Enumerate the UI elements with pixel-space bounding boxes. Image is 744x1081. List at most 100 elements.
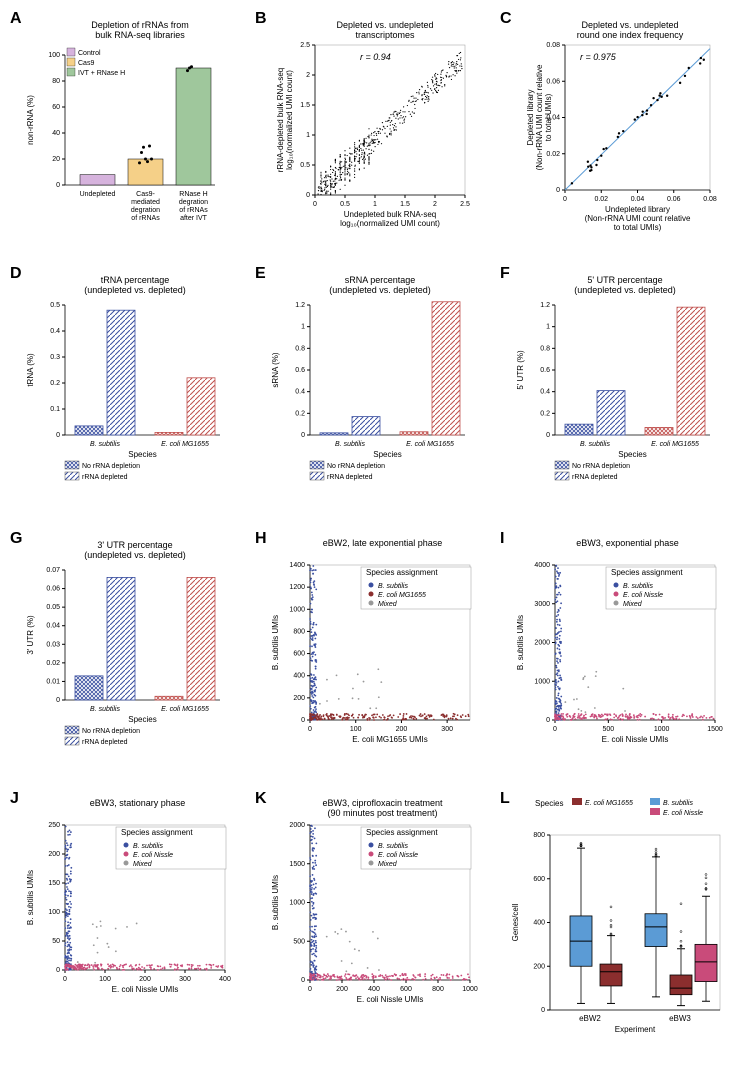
svg-text:E. coli MG1655: E. coli MG1655 <box>585 800 633 807</box>
svg-text:No rRNA depletion: No rRNA depletion <box>82 728 140 735</box>
svg-text:Cas9: Cas9 <box>78 60 94 67</box>
svg-text:1200: 1200 <box>289 584 305 591</box>
svg-text:100: 100 <box>48 909 60 916</box>
svg-text:0: 0 <box>313 201 317 208</box>
svg-text:Species assignment: Species assignment <box>366 568 438 577</box>
svg-text:0: 0 <box>563 196 567 203</box>
svg-text:3' UTR percentage(undepleted v: 3' UTR percentage(undepleted vs. deplete… <box>84 540 186 560</box>
svg-text:0.8: 0.8 <box>540 345 550 352</box>
svg-text:0: 0 <box>301 977 305 984</box>
svg-text:1: 1 <box>373 201 377 208</box>
svg-text:rRNA depleted: rRNA depleted <box>82 739 128 746</box>
svg-text:E. coli MG1655: E. coli MG1655 <box>378 592 426 599</box>
svg-text:1000: 1000 <box>654 726 670 733</box>
svg-text:Mixed: Mixed <box>378 861 398 868</box>
svg-text:0: 0 <box>308 726 312 733</box>
svg-text:B. subtilis UMIs: B. subtilis UMIs <box>26 870 35 925</box>
svg-text:tRNA percentage(undepleted vs.: tRNA percentage(undepleted vs. depleted) <box>84 275 186 295</box>
svg-text:0.02: 0.02 <box>46 660 60 667</box>
svg-text:100: 100 <box>48 52 60 59</box>
svg-text:250: 250 <box>48 822 60 829</box>
svg-text:1.5: 1.5 <box>400 201 410 208</box>
svg-text:Species: Species <box>128 715 156 724</box>
svg-text:E. coli MG1655: E. coli MG1655 <box>161 441 209 448</box>
svg-text:eBW2: eBW2 <box>579 1014 601 1023</box>
svg-text:400: 400 <box>368 986 380 993</box>
svg-text:Depletion of rRNAs frombulk RN: Depletion of rRNAs frombulk RNA-seq libr… <box>91 20 189 40</box>
panel-label-B: B <box>255 10 267 28</box>
svg-text:Mixed: Mixed <box>378 601 398 608</box>
svg-text:500: 500 <box>293 938 305 945</box>
svg-text:Control: Control <box>78 50 101 57</box>
svg-text:0.5: 0.5 <box>300 162 310 169</box>
svg-text:RNase Hdegrationof rRNAsafter: RNase Hdegrationof rRNAsafter IVT <box>179 191 208 222</box>
svg-text:Undepleted bulk RNA-seqlog₁₀(n: Undepleted bulk RNA-seqlog₁₀(normalized … <box>340 210 440 228</box>
svg-text:200: 200 <box>139 976 151 983</box>
svg-text:E. coli MG1655: E. coli MG1655 <box>651 441 699 448</box>
svg-text:0: 0 <box>56 432 60 439</box>
svg-text:0: 0 <box>541 1007 545 1014</box>
svg-text:0.2: 0.2 <box>295 410 305 417</box>
svg-text:sRNA (%): sRNA (%) <box>271 352 280 387</box>
svg-text:4000: 4000 <box>534 562 550 569</box>
panel-label-J: J <box>10 790 19 808</box>
svg-text:E. coli Nissle UMIs: E. coli Nissle UMIs <box>357 995 424 1004</box>
svg-text:Undepleted library(Non-rRNA UM: Undepleted library(Non-rRNA UMI count re… <box>585 205 691 232</box>
svg-text:2.5: 2.5 <box>300 42 310 49</box>
svg-text:eBW3, exponential phase: eBW3, exponential phase <box>576 538 679 548</box>
svg-text:B. subtilis: B. subtilis <box>90 706 120 713</box>
svg-text:0: 0 <box>553 726 557 733</box>
svg-text:IVT + RNase H: IVT + RNase H <box>78 70 125 77</box>
svg-text:No rRNA depletion: No rRNA depletion <box>327 463 385 470</box>
svg-text:0.08: 0.08 <box>546 42 560 49</box>
svg-text:100: 100 <box>99 976 111 983</box>
svg-text:Undepleted: Undepleted <box>80 191 116 198</box>
panel-label-L: L <box>500 790 510 808</box>
svg-text:1500: 1500 <box>289 861 305 868</box>
svg-text:40: 40 <box>52 130 60 137</box>
svg-text:80: 80 <box>52 78 60 85</box>
svg-text:B. subtilis: B. subtilis <box>335 441 365 448</box>
svg-text:0.07: 0.07 <box>46 567 60 574</box>
svg-text:2000: 2000 <box>534 640 550 647</box>
svg-text:0.8: 0.8 <box>295 345 305 352</box>
svg-text:0.02: 0.02 <box>546 151 560 158</box>
svg-text:B. subtilis: B. subtilis <box>90 441 120 448</box>
svg-text:B. subtilis: B. subtilis <box>378 843 408 850</box>
panel-label-A: A <box>10 10 22 28</box>
svg-text:50: 50 <box>52 938 60 945</box>
svg-text:E. coli Nissle: E. coli Nissle <box>663 810 703 817</box>
svg-text:eBW3, ciprofloxacin treatment(: eBW3, ciprofloxacin treatment(90 minutes… <box>322 798 443 818</box>
svg-text:3' UTR (%): 3' UTR (%) <box>26 615 35 655</box>
svg-text:600: 600 <box>293 651 305 658</box>
svg-text:200: 200 <box>533 963 545 970</box>
svg-text:B. subtilis UMIs: B. subtilis UMIs <box>516 615 525 670</box>
svg-text:300: 300 <box>179 976 191 983</box>
panel-label-C: C <box>500 10 512 28</box>
svg-text:2: 2 <box>433 201 437 208</box>
svg-text:Depleted vs. undepletedround o: Depleted vs. undepletedround one index f… <box>577 20 684 40</box>
svg-text:0.5: 0.5 <box>50 302 60 309</box>
panel-label-I: I <box>500 530 504 548</box>
panel-label-F: F <box>500 265 510 283</box>
svg-text:200: 200 <box>293 695 305 702</box>
svg-text:5' UTR percentage(undepleted v: 5' UTR percentage(undepleted vs. deplete… <box>574 275 676 295</box>
svg-text:0.05: 0.05 <box>46 604 60 611</box>
svg-text:E. coli Nissle: E. coli Nissle <box>378 852 418 859</box>
svg-text:300: 300 <box>441 726 453 733</box>
svg-text:0: 0 <box>546 717 550 724</box>
svg-text:non-rRNA (%): non-rRNA (%) <box>26 95 35 145</box>
panel-label-K: K <box>255 790 267 808</box>
svg-text:0.06: 0.06 <box>667 196 681 203</box>
svg-text:2000: 2000 <box>289 822 305 829</box>
svg-text:60: 60 <box>52 104 60 111</box>
svg-text:5' UTR (%): 5' UTR (%) <box>516 350 525 390</box>
svg-text:200: 200 <box>336 986 348 993</box>
svg-text:0: 0 <box>306 192 310 199</box>
svg-text:E. coli Nissle: E. coli Nissle <box>623 592 663 599</box>
svg-text:Experiment: Experiment <box>615 1025 656 1034</box>
svg-text:0.4: 0.4 <box>295 389 305 396</box>
svg-text:Cas9-mediateddegrationof rRNAs: Cas9-mediateddegrationof rRNAs <box>131 191 160 222</box>
svg-text:1000: 1000 <box>534 678 550 685</box>
svg-text:400: 400 <box>293 673 305 680</box>
